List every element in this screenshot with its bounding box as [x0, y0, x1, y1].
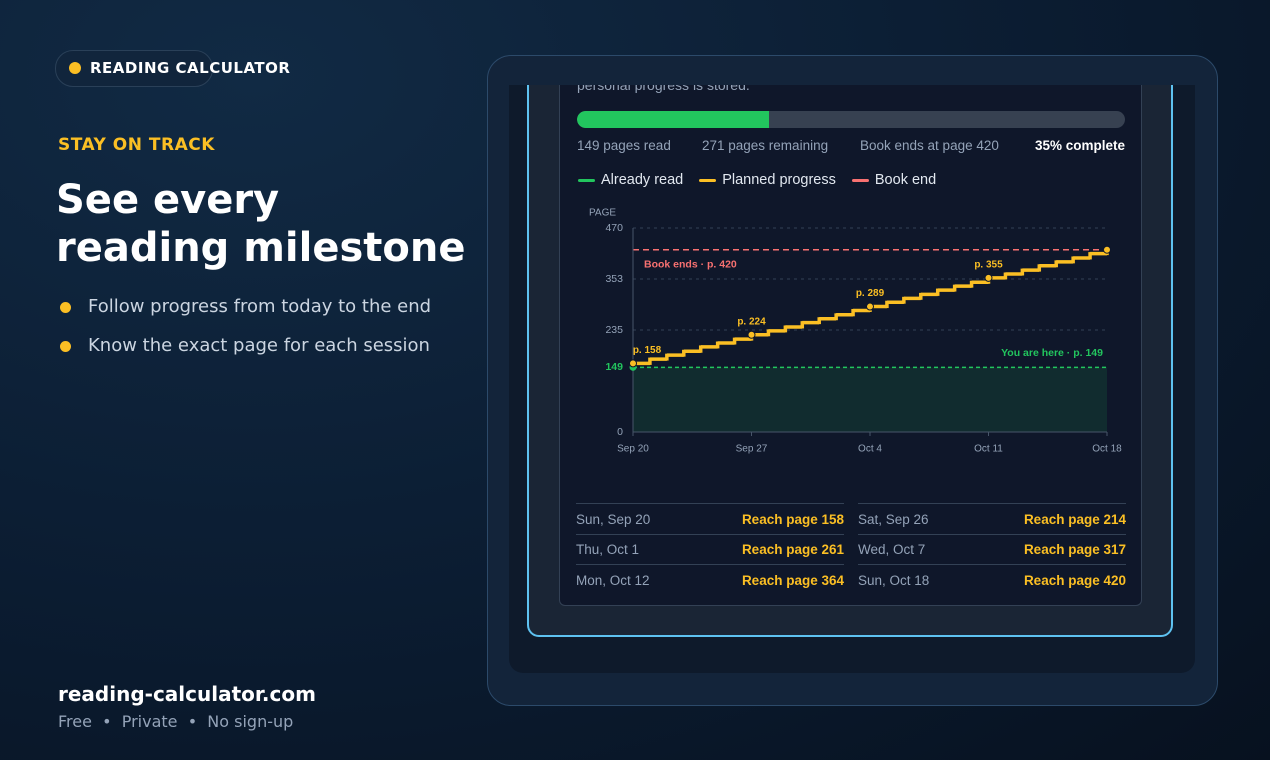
bullet-dot	[60, 341, 71, 352]
legend-swatch	[578, 178, 595, 182]
schedule-row: Sun, Sep 20 Reach page 158	[576, 503, 844, 534]
site: reading-calculator.com	[58, 682, 316, 706]
legend-item: Planned progress	[699, 172, 836, 188]
bullet-text: Know the exact page for each session	[88, 335, 430, 356]
bullet-dot	[60, 302, 71, 313]
schedule-date: Mon, Oct 12	[576, 572, 650, 588]
schedule-date: Sun, Sep 20	[576, 511, 651, 527]
legend-item: Already read	[578, 172, 683, 188]
legend-label: Planned progress	[722, 172, 836, 188]
tags: Free • Private • No sign-up	[58, 712, 294, 731]
progress-label: 35% complete	[1034, 138, 1125, 153]
schedule-goal: Reach page 214	[1023, 511, 1126, 527]
screen: personal progress is stored. 149 pages r…	[527, 85, 1173, 637]
legend: Already read Planned progress Book end	[578, 172, 952, 188]
schedule: Sun, Sep 20 Reach page 158 Sat, Sep 26 Reac…	[576, 503, 1126, 595]
stat: Book ends at page 420	[860, 138, 999, 153]
schedule-goal: Reach page 420	[1023, 572, 1126, 588]
schedule-date: Thu, Oct 1	[576, 542, 640, 557]
stat: 271 pages remaining	[702, 138, 829, 153]
bullet-text: Follow progress from today to the end	[88, 296, 432, 317]
heading-line: reading milestone	[56, 225, 466, 271]
schedule-row: Sun, Oct 18 Reach page 420	[858, 564, 1126, 595]
progress-bar	[577, 111, 1125, 128]
schedule-date: Sat, Sep 26	[858, 511, 929, 527]
schedule-date: Wed, Oct 7	[858, 542, 926, 557]
badge-text: READING CALCULATOR	[90, 59, 291, 77]
bullet: Know the exact page for each session	[60, 335, 430, 356]
schedule-row: Mon, Oct 12 Reach page 364	[576, 564, 844, 595]
schedule-date: Sun, Oct 18	[858, 572, 930, 588]
eyebrow: STAY ON TRACK	[58, 135, 215, 155]
legend-swatch	[851, 178, 869, 182]
schedule-goal: Reach page 317	[1023, 542, 1126, 557]
intro: personal progress is stored.	[577, 85, 750, 93]
legend-swatch	[699, 178, 717, 182]
card: personal progress is stored. 149 pages r…	[559, 85, 1142, 606]
bullet: Follow progress from today to the end	[60, 296, 431, 317]
heading-line: See every	[56, 177, 280, 223]
legend-item: Book end	[851, 172, 937, 188]
schedule-goal: Reach page 364	[741, 572, 844, 588]
legend-label: Already read	[601, 172, 684, 188]
badge: READING CALCULATOR	[55, 50, 290, 87]
schedule-row: Sat, Sep 26 Reach page 214	[858, 503, 1126, 534]
stat: 149 pages read	[577, 138, 671, 153]
badge-dot	[69, 62, 81, 74]
schedule-goal: Reach page 261	[741, 542, 844, 557]
tag: No sign-up	[207, 712, 294, 731]
progress-fill	[577, 111, 769, 128]
heading: See every reading milestone	[56, 176, 465, 272]
schedule-goal: Reach page 158	[741, 511, 844, 527]
tag: Free	[58, 712, 92, 731]
schedule-row: Wed, Oct 7 Reach page 317	[858, 533, 1126, 565]
legend-label: Book end	[874, 172, 937, 188]
schedule-row: Thu, Oct 1 Reach page 261	[576, 533, 844, 565]
tag: Private	[121, 712, 178, 731]
